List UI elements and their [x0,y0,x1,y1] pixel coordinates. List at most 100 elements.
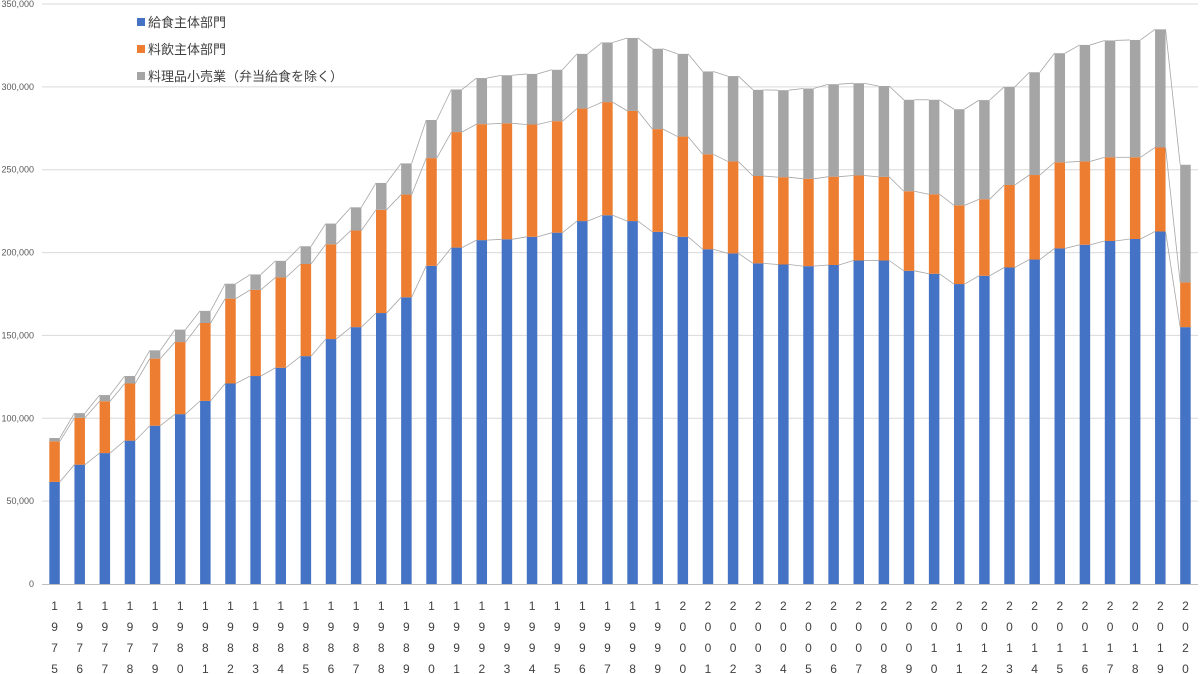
x-tick-char: 2 [931,599,938,613]
bar-segment [451,89,462,133]
x-tick-char: 0 [931,662,938,674]
legend-label: 給食主体部門 [148,15,226,31]
bar-segment [752,263,764,584]
x-tick-char: 8 [328,641,335,655]
x-tick-char: 9 [554,620,561,634]
bar-segment [451,132,462,248]
x-tick-char: 9 [654,662,661,674]
x-tick-char: 0 [1182,662,1189,674]
x-tick-char: 1 [453,662,460,674]
x-tick-char: 6 [1082,662,1089,674]
series-connector-line [185,400,201,415]
series-connector-line [335,230,352,245]
x-tick-char: 0 [780,620,787,634]
bar-segment [149,425,161,584]
x-tick-char: 1 [378,599,385,613]
x-tick-char: 0 [1056,620,1063,634]
x-tick-char: 1 [76,599,83,613]
legend-swatch [137,45,145,53]
x-tick-char: 3 [252,662,259,674]
series-connector-line [964,99,980,110]
bar-segment [803,266,814,584]
x-tick-char: 1 [227,599,234,613]
series-connector-line [1039,161,1055,176]
bar-segment [752,176,764,264]
bar-segment [828,265,839,584]
bar-segment [1155,29,1166,148]
x-tick-char: 8 [629,662,636,674]
bars [49,29,1191,585]
x-tick-char: 0 [705,641,712,655]
x-tick-char: 1 [1031,641,1038,655]
series-connector-line [310,338,327,357]
x-tick-char: 8 [881,662,888,674]
bar-segment [727,76,739,162]
series-connector-line [1165,231,1181,328]
bar-segment [652,129,663,232]
bar-segment [376,182,387,210]
bar-segment [99,401,111,454]
bar-segment [1079,44,1091,162]
bar-segment [903,99,915,192]
series-connector-line [235,274,251,285]
bar-segment [451,247,462,584]
bar-segment [325,244,337,340]
x-tick-char: 1 [604,599,611,613]
bar-segment [677,236,689,585]
bar-segment [979,100,990,200]
x-tick-char: 0 [855,641,862,655]
series-connector-line [1014,259,1030,268]
y-tick-label: 200,000 [1,248,34,258]
series-connector-line [838,82,854,85]
bar-segment [275,277,286,368]
x-tick-char: 1 [202,662,209,674]
x-tick-char: 1 [1107,641,1114,655]
bar-segment [1180,282,1191,328]
series-connector-line [888,176,905,192]
x-tick-char: 2 [1132,599,1139,613]
series-connector-line [1014,71,1030,88]
series-connector-line [838,260,854,266]
bar-segment [526,124,538,237]
x-tick-char: 8 [353,641,360,655]
bar-segment [174,329,186,343]
series-connector-line [486,74,502,79]
bar-segment [551,69,563,122]
x-tick-char: 9 [478,620,485,634]
x-tick-char: 1 [705,662,712,674]
series-connector-line [888,85,905,101]
x-tick-char: 2 [1031,599,1038,613]
x-tick-char: 0 [855,620,862,634]
series-connector-line [235,289,251,299]
series-connector-line [310,223,327,247]
x-tick-char: 1 [127,599,134,613]
x-tick-char: 0 [1082,620,1089,634]
bar-segment [928,194,940,274]
series-connector-line [788,264,804,267]
x-tick-char: 7 [353,662,360,674]
series-connector-line [939,193,955,206]
x-tick-char: 9 [1157,662,1164,674]
x-tick-char: 5 [554,662,561,674]
series-connector-line [587,214,603,222]
x-tick-char: 0 [428,662,435,674]
x-tick-char: 2 [755,599,762,613]
x-tick-char: 2 [227,662,234,674]
bar-segment [401,163,412,195]
x-tick-char: 9 [529,641,536,655]
x-tick-char: 9 [303,620,310,634]
series-connector-line [134,358,151,384]
x-tick-char: 8 [202,641,209,655]
bar-segment [376,313,387,584]
bar-segment [1180,164,1191,283]
bar-segment [74,413,85,418]
series-connector-line [1115,238,1130,242]
